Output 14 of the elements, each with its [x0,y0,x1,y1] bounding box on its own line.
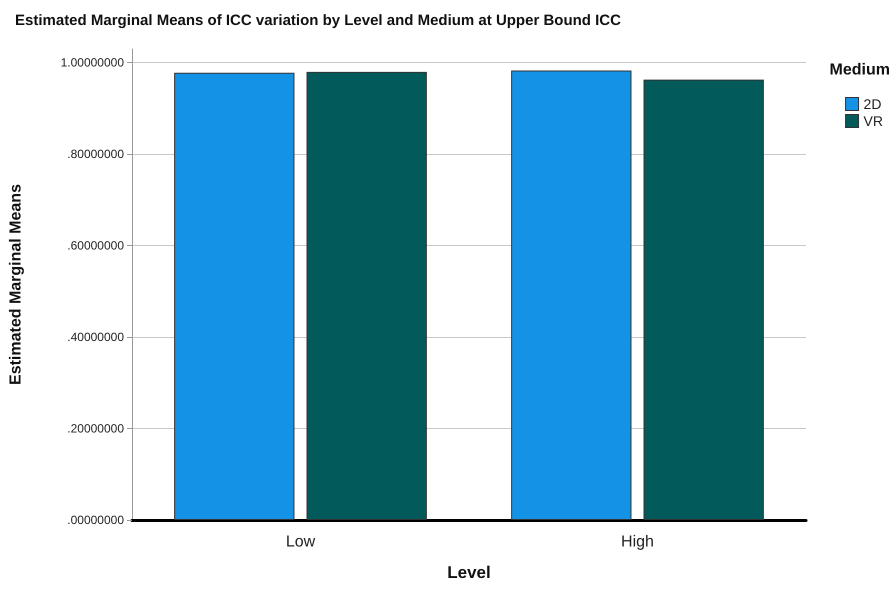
x-tick-label: High [621,534,654,550]
y-axis-title: Estimated Marginal Means [8,184,24,385]
chart-title: Estimated Marginal Means of ICC variation by Level and Medium at Upper Bound ICC [15,12,622,29]
y-tick-label: .60000000 [67,238,124,253]
y-tick-label: .80000000 [67,147,124,162]
y-tick-label: .40000000 [67,330,124,344]
x-axis-title: Level [447,563,491,582]
legend-label: VR [864,113,884,129]
x-tick-label: Low [286,534,316,550]
y-tick-label: 1.00000000 [60,56,124,70]
legend-title: Medium [830,62,890,78]
legend-label: 2D [864,96,882,112]
y-tick-label: .20000000 [67,422,124,436]
y-tick-label: .00000000 [67,513,124,527]
